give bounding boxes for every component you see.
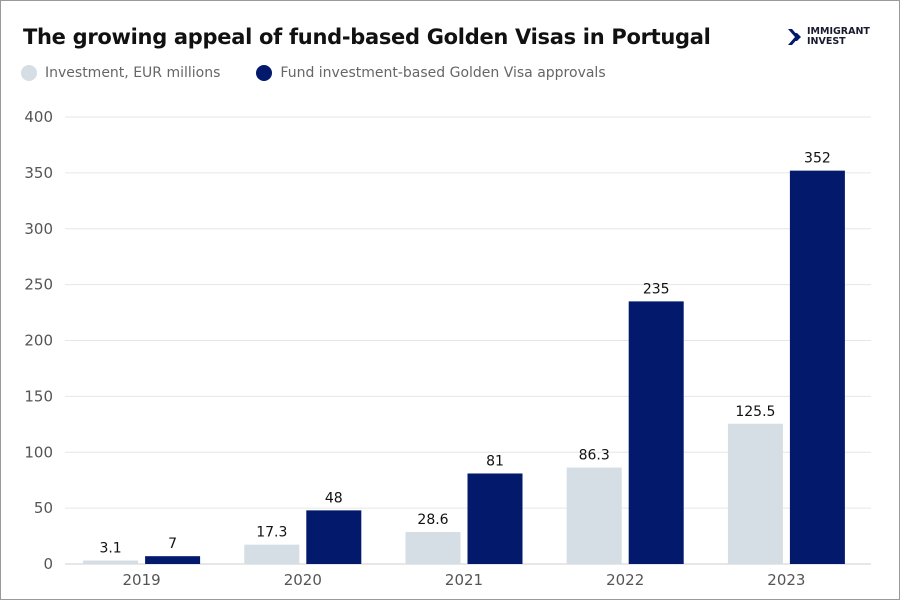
bar-investment — [83, 560, 139, 564]
x-tick-label: 2021 — [445, 571, 483, 589]
bar-investment — [244, 544, 300, 564]
data-label: 3.1 — [99, 541, 121, 557]
bar-investment — [405, 532, 461, 564]
legend-swatch — [21, 65, 37, 81]
data-label: 86.3 — [579, 448, 610, 464]
bar-approvals — [467, 473, 523, 564]
y-tick-label: 250 — [24, 276, 53, 294]
legend-label: Fund investment-based Golden Visa approv… — [280, 65, 606, 81]
legend-item-approvals: Fund investment-based Golden Visa approv… — [256, 65, 606, 81]
logo-line1: IMMIGRANT — [807, 26, 870, 37]
bar-approvals — [628, 301, 684, 564]
data-label: 352 — [804, 151, 831, 167]
legend-item-investment: Investment, EUR millions — [21, 65, 220, 81]
data-label: 17.3 — [256, 525, 287, 541]
data-label: 81 — [486, 453, 504, 469]
chart-title: The growing appeal of fund-based Golden … — [23, 25, 711, 49]
y-tick-label: 100 — [24, 443, 53, 461]
y-tick-label: 400 — [24, 108, 53, 126]
legend-label: Investment, EUR millions — [45, 65, 221, 81]
data-label: 7 — [168, 536, 177, 552]
y-tick-label: 300 — [24, 220, 53, 238]
bar-approvals — [789, 170, 845, 564]
bar-approvals — [306, 510, 362, 564]
y-tick-label: 0 — [43, 555, 53, 573]
x-tick-label: 2022 — [606, 571, 644, 589]
bar-investment — [566, 467, 622, 564]
logo-line2: INVEST — [807, 36, 846, 47]
data-label: 235 — [643, 281, 670, 297]
data-label: 28.6 — [417, 512, 448, 528]
x-tick-label: 2020 — [284, 571, 322, 589]
data-label: 48 — [325, 490, 343, 506]
bar-approvals — [145, 556, 201, 564]
x-tick-label: 2023 — [767, 571, 805, 589]
y-tick-label: 50 — [34, 499, 53, 517]
legend-swatch — [256, 65, 273, 81]
y-tick-label: 200 — [24, 332, 53, 350]
logo: IMMIGRANT INVEST — [787, 27, 870, 47]
logo-chevron-icon — [788, 29, 801, 45]
x-tick-label: 2019 — [123, 571, 161, 589]
bar-investment — [727, 423, 783, 564]
legend: Investment, EUR millions Fund investment… — [21, 65, 606, 81]
data-label: 125.5 — [735, 404, 775, 420]
y-tick-label: 150 — [24, 387, 53, 405]
y-tick-label: 350 — [24, 164, 53, 182]
